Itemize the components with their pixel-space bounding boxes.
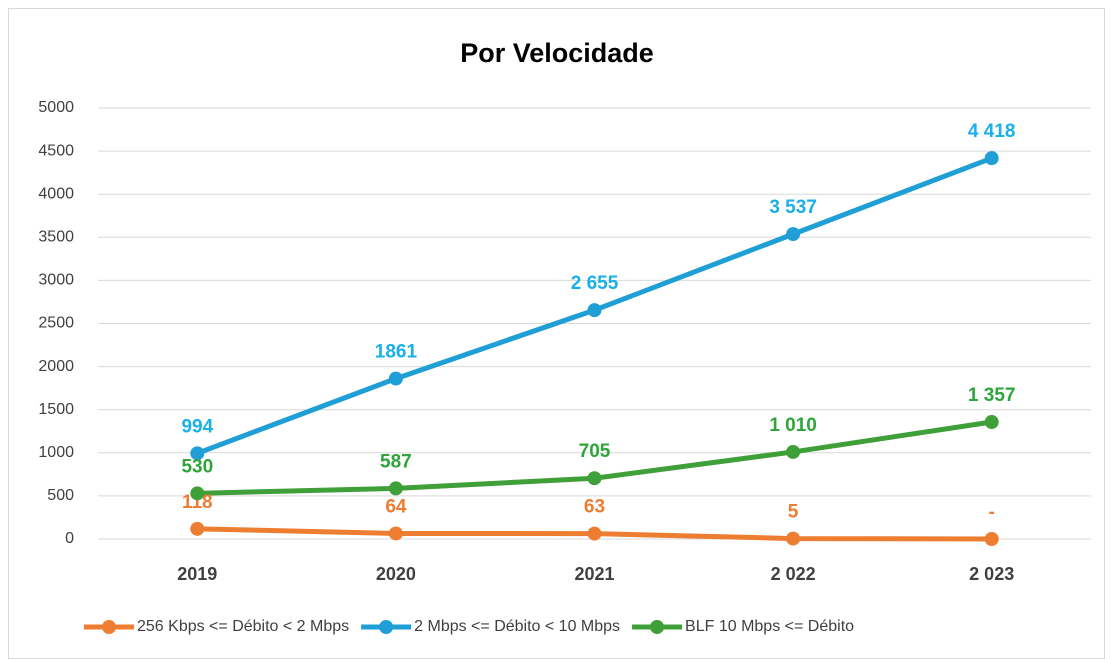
y-tick-label: 4000 — [38, 185, 74, 202]
x-tick-label: 2021 — [574, 564, 614, 584]
data-label: 1861 — [375, 342, 418, 363]
y-tick-label: 4500 — [38, 142, 74, 159]
x-tick-label: 2019 — [177, 564, 217, 584]
y-tick-label: 5000 — [38, 99, 74, 116]
legend-marker — [102, 620, 116, 634]
data-label: 994 — [181, 416, 213, 437]
data-label: 530 — [181, 456, 213, 477]
data-point — [190, 486, 205, 501]
legend-label: 256 Kbps <= Débito < 2 Mbps — [137, 618, 349, 635]
data-point — [587, 526, 602, 541]
y-tick-label: 3500 — [38, 229, 74, 246]
data-point — [786, 444, 801, 459]
data-label: 64 — [385, 496, 407, 517]
chart-title: Por Velocidade — [460, 38, 654, 68]
data-point — [388, 526, 403, 541]
data-label: - — [989, 502, 995, 523]
x-tick-label: 2 022 — [771, 564, 816, 584]
data-point — [587, 303, 602, 318]
x-tick-label: 2020 — [376, 564, 416, 584]
data-point — [984, 151, 999, 166]
data-point — [190, 446, 205, 461]
data-point — [587, 471, 602, 486]
legend-marker — [379, 620, 394, 634]
data-label: 118 — [182, 492, 213, 513]
y-tick-label: 500 — [47, 487, 74, 504]
data-label: 2 655 — [571, 273, 619, 294]
data-point — [984, 415, 999, 430]
y-tick-label: 1000 — [38, 444, 74, 461]
data-point — [388, 481, 403, 496]
data-point — [786, 531, 801, 546]
data-point — [786, 227, 801, 242]
y-tick-label: 1500 — [38, 401, 74, 418]
y-tick-label: 2500 — [38, 315, 74, 332]
data-point — [190, 521, 205, 536]
data-label: 3 537 — [769, 197, 817, 218]
data-label: 5 — [788, 502, 799, 523]
data-label: 4 418 — [968, 121, 1016, 142]
data-label: 705 — [579, 441, 611, 462]
data-point — [984, 532, 999, 546]
data-label: 1 010 — [769, 415, 817, 436]
legend-marker — [650, 620, 665, 634]
y-tick-label: 0 — [65, 530, 74, 547]
data-label: 587 — [380, 451, 412, 472]
legend-label: BLF 10 Mbps <= Débito — [685, 618, 854, 635]
chart-border — [8, 8, 1105, 659]
data-point — [388, 371, 403, 386]
data-label: 63 — [584, 497, 605, 518]
y-tick-label: 3000 — [38, 272, 74, 289]
x-tick-label: 2 023 — [969, 564, 1014, 584]
legend-label: 2 Mbps <= Débito < 10 Mbps — [414, 618, 620, 635]
data-label: 1 357 — [968, 385, 1016, 406]
y-tick-label: 2000 — [38, 358, 74, 375]
